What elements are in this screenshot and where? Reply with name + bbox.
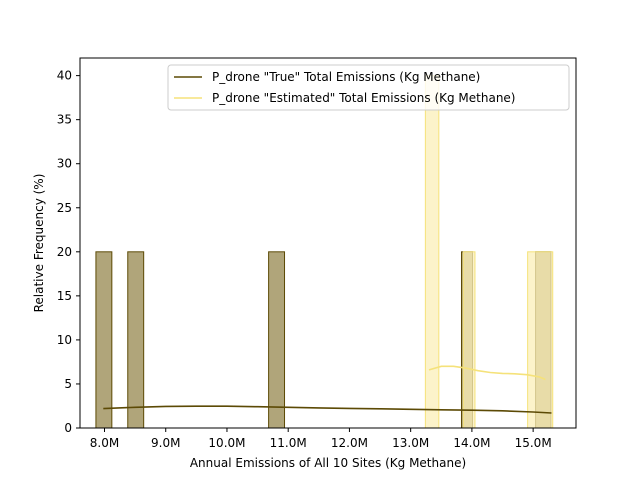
x-tick-label-4: 12.0M: [331, 436, 368, 450]
estimated-emissions-bar-0: [424, 75, 440, 429]
y-tick-label-1: 5: [64, 377, 72, 391]
legend-label-estimated: P_drone "Estimated" Total Emissions (Kg …: [212, 91, 516, 105]
estimated-emissions-bar-2: [527, 251, 554, 429]
true-emissions-bar-1: [127, 251, 145, 429]
x-tick-label-3: 11.0M: [270, 436, 307, 450]
y-tick-label-3: 15: [57, 289, 72, 303]
y-tick-label-7: 35: [57, 113, 72, 127]
kde-layer: [103, 365, 552, 414]
legend-box: [167, 64, 570, 111]
y-tick-label-8: 40: [57, 69, 72, 83]
legend: P_drone "True" Total Emissions (Kg Metha…: [167, 64, 570, 111]
y-tick-label-2: 10: [57, 333, 72, 347]
x-tick-label-2: 10.0M: [208, 436, 245, 450]
y-tick-label-4: 20: [57, 245, 72, 259]
y-tick-label-5: 25: [57, 201, 72, 215]
x-tick-label-7: 15.0M: [515, 436, 552, 450]
true-emissions-kde-line: [103, 405, 552, 414]
true-emissions-bar-2: [268, 251, 286, 429]
y-tick-label-0: 0: [64, 421, 72, 435]
y-tick-label-6: 30: [57, 157, 72, 171]
x-tick-label-5: 13.0M: [392, 436, 429, 450]
y-axis-ticks: 0 5 10 15 20 25 30 35 40: [57, 69, 80, 435]
y-axis-label: Relative Frequency (%): [32, 174, 46, 313]
x-tick-label-1: 9.0M: [151, 436, 180, 450]
true-emissions-bar-0: [95, 251, 113, 429]
bars-layer: [95, 75, 554, 429]
legend-label-true: P_drone "True" Total Emissions (Kg Metha…: [212, 70, 480, 84]
x-tick-label-0: 8.0M: [90, 436, 119, 450]
estimated-emissions-kde-line: [428, 365, 546, 381]
x-axis-ticks: 8.0M 9.0M 10.0M 11.0M 12.0M 13.0M 14.0M 15.0M: [90, 428, 552, 450]
plot-frame: [79, 57, 577, 429]
x-tick-label-6: 14.0M: [453, 436, 490, 450]
estimated-emissions-bar-1: [462, 251, 476, 429]
x-axis-label: Annual Emissions of All 10 Sites (Kg Met…: [190, 456, 466, 470]
